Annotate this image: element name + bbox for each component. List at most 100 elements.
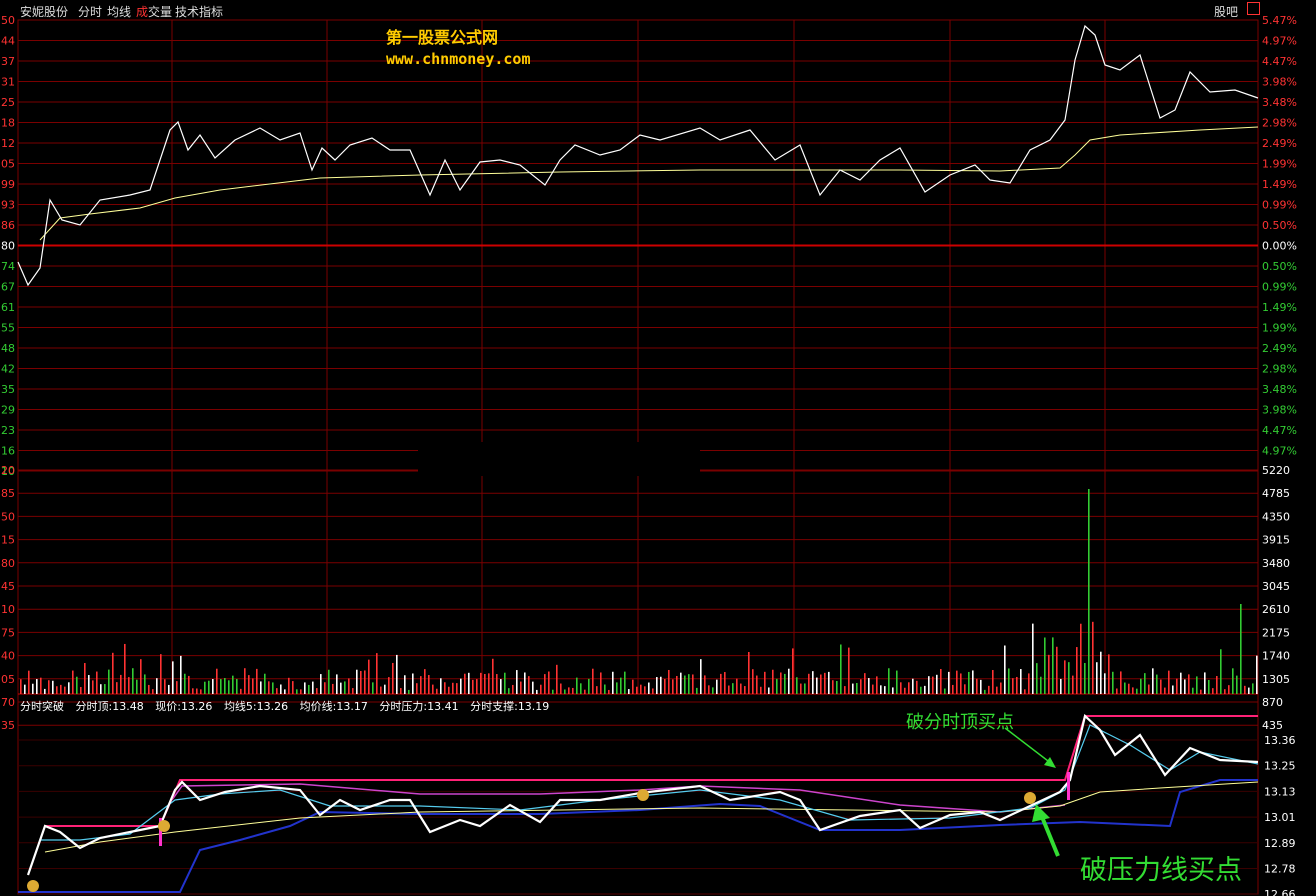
volume-bar xyxy=(572,687,574,694)
tab-avg-line[interactable]: 均线 xyxy=(107,5,132,19)
volume-bar xyxy=(496,674,498,694)
price-tick-label: 05 xyxy=(1,158,15,171)
volume-bar xyxy=(128,677,130,694)
volume-bar xyxy=(756,675,758,694)
volume-bar xyxy=(456,683,458,694)
tab-volume-prefix[interactable]: 成 xyxy=(136,5,149,19)
annotation-break-pressure: 破压力线买点 xyxy=(1080,855,1242,886)
volume-bar xyxy=(1140,678,1142,694)
indicator-avg-line xyxy=(44,781,1259,853)
volume-tick-label: 10 xyxy=(1,603,15,616)
volume-bar xyxy=(548,671,550,694)
indicator-tick-label: 12.66 xyxy=(1264,888,1296,896)
percent-tick-label: 2.49% xyxy=(1262,342,1297,355)
volume-bar xyxy=(1084,662,1086,694)
volume-bar xyxy=(512,684,514,694)
volume-bar xyxy=(1156,674,1158,694)
volume-bar xyxy=(1256,655,1258,694)
legend-field: 分时支撑:13.19 xyxy=(470,700,550,713)
volume-bar xyxy=(580,683,582,694)
volume-bar xyxy=(1204,672,1206,694)
volume-bar xyxy=(536,689,538,694)
indicator-tick-label: 13.01 xyxy=(1264,811,1296,824)
volume-bar xyxy=(1176,678,1178,694)
volume-bar xyxy=(1068,662,1070,694)
volume-bar xyxy=(1164,687,1166,694)
forum-link[interactable]: 股吧 xyxy=(1214,5,1239,19)
volume-bar xyxy=(164,679,166,694)
volume-tick-label: 85 xyxy=(1,487,15,500)
volume-bar xyxy=(472,679,474,694)
volume-bar xyxy=(40,677,42,694)
volume-bar xyxy=(884,686,886,694)
volume-bar xyxy=(284,689,286,694)
volume-tick-label: 40 xyxy=(1,650,15,663)
volume-bar xyxy=(1104,673,1106,694)
volume-bar xyxy=(840,644,842,694)
volume-bar xyxy=(980,679,982,694)
volume-bar xyxy=(956,670,958,694)
volume-bar xyxy=(916,680,918,694)
volume-bar xyxy=(352,688,354,694)
volume-bar xyxy=(176,681,178,694)
volume-bar xyxy=(928,676,930,694)
volume-bar xyxy=(160,654,162,694)
price-tick-label: 42 xyxy=(1,363,15,376)
volume-bar xyxy=(724,672,726,694)
volume-tick-label: 50 xyxy=(1,510,15,523)
volume-bar xyxy=(392,662,394,694)
ma5-line xyxy=(40,724,1259,841)
volume-bar xyxy=(508,688,510,694)
volume-bar xyxy=(600,672,602,694)
volume-bar xyxy=(988,685,990,694)
price-tick-label: 44 xyxy=(1,35,15,48)
volume-tick-label: 4350 xyxy=(1262,510,1290,523)
volume-bar xyxy=(484,673,486,694)
tab-intraday[interactable]: 分时 xyxy=(78,5,103,19)
volume-bar xyxy=(460,678,462,694)
volume-bar xyxy=(668,669,670,694)
volume-bar xyxy=(400,688,402,694)
volume-bar xyxy=(924,685,926,694)
volume-bar xyxy=(420,676,422,694)
volume-bar xyxy=(404,675,406,694)
volume-bar xyxy=(308,684,310,694)
volume-bar xyxy=(764,671,766,694)
percent-tick-label: 5.47% xyxy=(1262,14,1297,27)
volume-bar xyxy=(568,687,570,694)
volume-bar xyxy=(344,681,346,694)
volume-bar xyxy=(1064,660,1066,694)
tab-volume[interactable]: 交量 xyxy=(148,5,173,19)
window-icon[interactable] xyxy=(1247,2,1260,15)
price-tick-label: 16 xyxy=(1,445,15,458)
tab-technical[interactable]: 技术指标 xyxy=(175,5,224,19)
volume-bar xyxy=(36,679,38,694)
volume-bar xyxy=(868,678,870,694)
volume-bar xyxy=(364,670,366,694)
volume-bar xyxy=(480,672,482,694)
price-tick-label: 31 xyxy=(1,76,15,89)
volume-bar xyxy=(1212,688,1214,694)
volume-bar xyxy=(1080,623,1082,694)
volume-bar xyxy=(860,679,862,694)
percent-tick-label: 4.97% xyxy=(1262,445,1297,458)
volume-bar xyxy=(48,680,50,694)
volume-bar xyxy=(248,675,250,694)
volume-bar xyxy=(596,686,598,694)
volume-bar xyxy=(864,673,866,694)
volume-bar xyxy=(272,682,274,694)
volume-bar xyxy=(1004,645,1006,694)
volume-bar xyxy=(68,682,70,694)
volume-bar xyxy=(1172,685,1174,694)
volume-bar xyxy=(84,663,86,694)
volume-bar xyxy=(744,686,746,694)
volume-bar xyxy=(52,680,54,694)
volume-bar xyxy=(260,681,262,694)
volume-bar xyxy=(504,672,506,694)
volume-bar xyxy=(648,682,650,694)
volume-bar xyxy=(1240,604,1242,694)
volume-bar xyxy=(1148,684,1150,694)
volume-bar xyxy=(76,676,78,694)
volume-bar xyxy=(1092,621,1094,694)
